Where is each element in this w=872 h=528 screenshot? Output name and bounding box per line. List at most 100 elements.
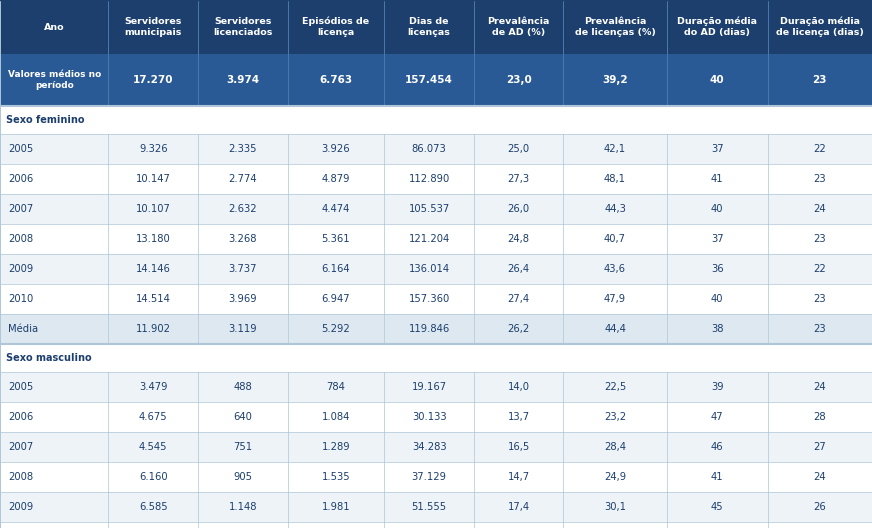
Text: Valores médios no
período: Valores médios no período xyxy=(8,70,101,90)
Text: 14.146: 14.146 xyxy=(136,264,171,274)
Text: 26: 26 xyxy=(814,502,827,512)
Text: 488: 488 xyxy=(234,382,252,392)
Text: Prevalência
de licenças (%): Prevalência de licenças (%) xyxy=(575,17,656,37)
Text: 5.292: 5.292 xyxy=(322,324,351,334)
Bar xyxy=(0,462,872,492)
Text: 6.160: 6.160 xyxy=(139,472,167,482)
Text: 39,2: 39,2 xyxy=(603,75,628,85)
Text: 39: 39 xyxy=(711,382,724,392)
Text: 1.535: 1.535 xyxy=(322,472,351,482)
Text: 36: 36 xyxy=(711,264,724,274)
Bar xyxy=(0,372,872,402)
Text: 27: 27 xyxy=(814,442,827,452)
Text: 24: 24 xyxy=(814,472,826,482)
Bar xyxy=(0,492,872,522)
Text: 119.846: 119.846 xyxy=(408,324,450,334)
Text: 23: 23 xyxy=(814,174,826,184)
Text: Sexo masculino: Sexo masculino xyxy=(6,353,92,363)
Text: 28: 28 xyxy=(814,412,826,422)
Bar xyxy=(0,314,872,344)
Text: 23,0: 23,0 xyxy=(506,75,532,85)
Text: 3.969: 3.969 xyxy=(228,294,257,304)
Text: 40,7: 40,7 xyxy=(604,234,626,244)
Text: 157.360: 157.360 xyxy=(408,294,450,304)
Text: 3.926: 3.926 xyxy=(322,144,351,154)
Text: 640: 640 xyxy=(234,412,252,422)
Text: 23: 23 xyxy=(814,234,826,244)
Text: 13.180: 13.180 xyxy=(136,234,171,244)
Text: 5.361: 5.361 xyxy=(322,234,351,244)
Text: 45: 45 xyxy=(711,502,724,512)
Text: 40: 40 xyxy=(711,294,724,304)
Text: 4.474: 4.474 xyxy=(322,204,351,214)
Text: 3.974: 3.974 xyxy=(226,75,259,85)
Text: 10.107: 10.107 xyxy=(136,204,171,214)
Text: 3.479: 3.479 xyxy=(139,382,167,392)
Text: 26,4: 26,4 xyxy=(508,264,529,274)
Text: 30,1: 30,1 xyxy=(604,502,626,512)
Text: 105.537: 105.537 xyxy=(408,204,450,214)
Text: 14,0: 14,0 xyxy=(508,382,529,392)
Text: 41: 41 xyxy=(711,174,724,184)
Text: 40: 40 xyxy=(710,75,725,85)
Text: 44,4: 44,4 xyxy=(604,324,626,334)
Text: 112.890: 112.890 xyxy=(408,174,450,184)
Text: 2005: 2005 xyxy=(8,144,33,154)
Text: 4.545: 4.545 xyxy=(139,442,167,452)
Text: 24: 24 xyxy=(814,382,826,392)
Bar xyxy=(0,432,872,462)
Text: Episódios de
licença: Episódios de licença xyxy=(303,17,370,37)
Text: 48,1: 48,1 xyxy=(604,174,626,184)
Text: 2.632: 2.632 xyxy=(228,204,257,214)
Text: 6.947: 6.947 xyxy=(322,294,351,304)
Text: 17,4: 17,4 xyxy=(508,502,529,512)
Text: 37.129: 37.129 xyxy=(412,472,446,482)
Bar xyxy=(0,134,872,164)
Text: 23: 23 xyxy=(814,294,826,304)
Text: 16,5: 16,5 xyxy=(508,442,530,452)
Text: 6.164: 6.164 xyxy=(322,264,351,274)
Text: 6.763: 6.763 xyxy=(319,75,352,85)
Text: 2008: 2008 xyxy=(8,234,33,244)
Bar xyxy=(0,164,872,194)
Text: 10.147: 10.147 xyxy=(136,174,171,184)
Text: 24,9: 24,9 xyxy=(604,472,626,482)
Text: 2009: 2009 xyxy=(8,264,33,274)
Text: 1.084: 1.084 xyxy=(322,412,351,422)
Text: 28,4: 28,4 xyxy=(604,442,626,452)
Text: 37: 37 xyxy=(711,234,724,244)
Text: 27,3: 27,3 xyxy=(508,174,529,184)
Text: Média: Média xyxy=(8,324,38,334)
Text: 17.270: 17.270 xyxy=(133,75,174,85)
Bar xyxy=(0,344,872,372)
Text: 46: 46 xyxy=(711,442,724,452)
Text: 4.675: 4.675 xyxy=(139,412,167,422)
Text: 905: 905 xyxy=(233,472,252,482)
Text: 136.014: 136.014 xyxy=(409,264,450,274)
Text: Servidores
municipais: Servidores municipais xyxy=(125,17,182,37)
Text: 157.454: 157.454 xyxy=(405,75,453,85)
Text: 41: 41 xyxy=(711,472,724,482)
Text: 6.585: 6.585 xyxy=(139,502,167,512)
Text: 24: 24 xyxy=(814,204,826,214)
Text: 34.283: 34.283 xyxy=(412,442,446,452)
Text: 23: 23 xyxy=(814,324,826,334)
Text: 22,5: 22,5 xyxy=(604,382,626,392)
Text: 1.148: 1.148 xyxy=(228,502,257,512)
Text: 37: 37 xyxy=(711,144,724,154)
Bar xyxy=(0,0,872,54)
Bar xyxy=(0,402,872,432)
Text: 2.335: 2.335 xyxy=(228,144,257,154)
Text: Duração média
de licença (dias): Duração média de licença (dias) xyxy=(776,17,864,37)
Bar xyxy=(0,284,872,314)
Text: 44,3: 44,3 xyxy=(604,204,626,214)
Text: Sexo feminino: Sexo feminino xyxy=(6,115,85,125)
Text: 3.737: 3.737 xyxy=(228,264,257,274)
Text: 1.981: 1.981 xyxy=(322,502,351,512)
Text: 2009: 2009 xyxy=(8,502,33,512)
Bar xyxy=(0,522,872,528)
Text: 2006: 2006 xyxy=(8,412,33,422)
Text: 47: 47 xyxy=(711,412,724,422)
Text: 51.555: 51.555 xyxy=(412,502,446,512)
Text: Dias de
licenças: Dias de licenças xyxy=(408,17,451,37)
